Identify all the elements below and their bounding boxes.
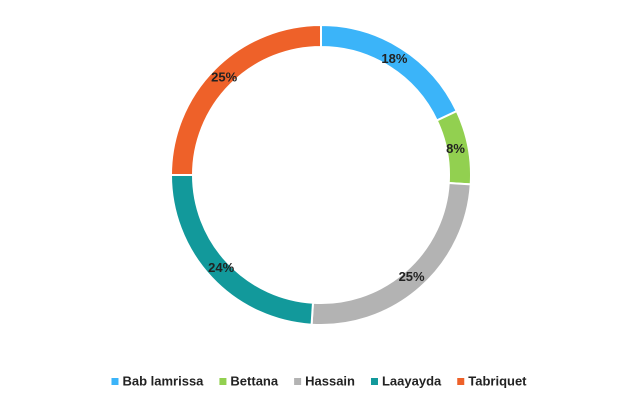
- legend-label: Tabriquet: [468, 373, 527, 388]
- legend-marker: [294, 378, 302, 385]
- data-label: 18%: [381, 51, 407, 66]
- donut-segment: [320, 23, 459, 122]
- legend-marker: [457, 378, 465, 385]
- donut-segment: [310, 181, 472, 326]
- data-label: 25%: [211, 70, 237, 85]
- legend-marker: [111, 378, 119, 385]
- legend-marker: [219, 378, 227, 385]
- data-label: 24%: [208, 260, 234, 275]
- data-label: 8%: [446, 141, 465, 156]
- donut-segment: [169, 23, 322, 176]
- donut-segment: [169, 174, 315, 326]
- legend-label: Bettana: [230, 373, 278, 388]
- legend-label: Laayayda: [382, 373, 442, 388]
- legend-marker: [370, 378, 378, 385]
- legend-label: Bab lamrissa: [122, 373, 204, 388]
- legend-label: Hassain: [305, 373, 355, 388]
- data-label: 25%: [399, 269, 425, 284]
